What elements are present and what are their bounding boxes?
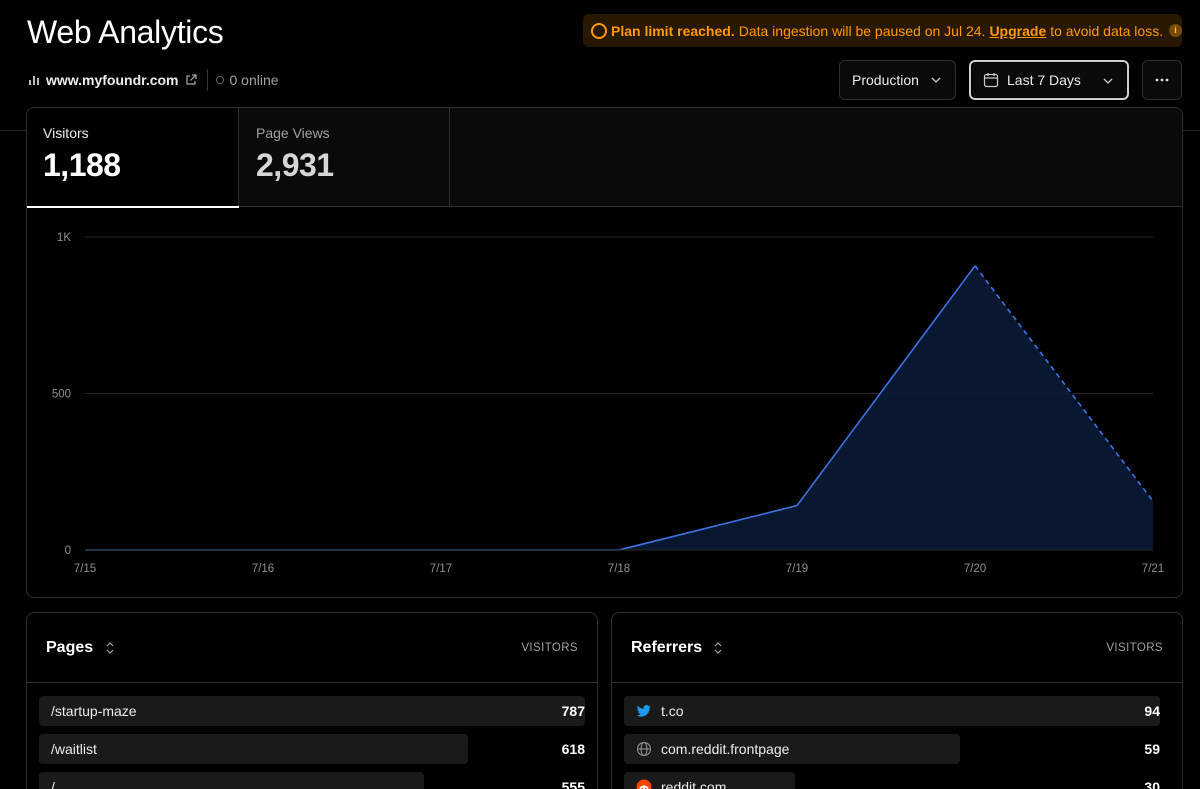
referrers-title: Referrers: [631, 639, 703, 656]
environment-value: Production: [852, 72, 919, 88]
divider: [206, 69, 208, 91]
banner-strong: Plan limit reached.: [611, 22, 735, 39]
series-line-projected: [974, 265, 1154, 502]
reddit-icon: [636, 779, 652, 789]
area-fill: [85, 265, 1153, 550]
value-bar: [624, 734, 961, 764]
plan-limit-banner: Plan limit reached. Data ingestion will …: [583, 14, 1182, 47]
page-title: Web Analytics: [27, 14, 224, 50]
list-item-value: 787: [561, 703, 585, 719]
x-tick-label: 7/15: [74, 563, 96, 575]
metric-tabs: Visitors 1,188 Page Views 2,931: [27, 108, 1182, 208]
list-item[interactable]: /waitlist 618: [39, 734, 585, 764]
visitors-chart: 0 500 1K 7/15 7/16 7/17 7/18 7/19 7/20 7/21: [52, 232, 1164, 575]
x-tick-label: 7/21: [1142, 563, 1164, 575]
value-bar: [39, 734, 468, 764]
list-item-label: reddit.com: [661, 779, 727, 789]
value-bar: [624, 696, 1160, 726]
list-item-label: /waitlist: [51, 741, 97, 757]
list-item-label: /startup-maze: [51, 703, 137, 719]
list-item-value: 94: [1144, 703, 1160, 719]
y-tick-label: 1K: [57, 232, 71, 244]
active-tab-indicator: [27, 206, 239, 208]
tab-label: Visitors: [43, 125, 89, 141]
list-item-label: com.reddit.frontpage: [661, 741, 790, 757]
list-item[interactable]: t.co 94: [624, 696, 1160, 726]
value-bar: [624, 772, 796, 789]
list-item-label-wrap: /waitlist: [51, 741, 97, 757]
list-item[interactable]: com.reddit.frontpage 59: [624, 734, 1160, 764]
list-item[interactable]: /startup-maze 787: [39, 696, 585, 726]
more-horizontal-icon: [1155, 78, 1169, 82]
tab-page-views[interactable]: Page Views 2,931: [240, 108, 450, 207]
x-tick-label: 7/17: [430, 563, 452, 575]
list-item-label-wrap: reddit.com: [636, 779, 726, 789]
info-icon[interactable]: i: [1169, 24, 1182, 37]
list-item-value: 618: [561, 741, 585, 757]
external-link-icon[interactable]: [185, 74, 197, 86]
pages-card: Pages VISITORS /startup-maze 787/waitlist…: [26, 612, 598, 789]
globe-icon: [637, 742, 651, 756]
y-tick-label: 0: [65, 545, 71, 557]
list-item-value: 59: [1144, 741, 1160, 757]
chevron-down-icon: [1103, 78, 1113, 84]
list-item-label-wrap: t.co: [636, 703, 684, 719]
tab-value: 2,931: [256, 147, 334, 183]
warning-icon: [591, 22, 607, 39]
banner-message: Data ingestion will be paused on Jul 24.: [738, 22, 986, 39]
list-item-value: 30: [1144, 779, 1160, 789]
x-tick-label: 7/18: [608, 563, 630, 575]
list-item-label-wrap: com.reddit.frontpage: [636, 741, 789, 757]
x-tick-label: 7/16: [252, 563, 274, 575]
sort-icon[interactable]: [713, 641, 723, 655]
pages-card-header: Pages VISITORS: [27, 613, 597, 683]
list-item[interactable]: reddit.com 30: [624, 772, 1160, 789]
list-item[interactable]: / 555: [39, 772, 585, 789]
visitors-column-header[interactable]: VISITORS: [1106, 642, 1163, 654]
x-tick-label: 7/20: [964, 563, 986, 575]
site-row: www.myfoundr.com 0 online: [28, 69, 279, 91]
online-status-dot: [215, 76, 224, 84]
date-range-select[interactable]: Last 7 Days: [969, 60, 1129, 100]
online-count: 0 online: [229, 72, 279, 88]
bar-chart-icon: [29, 76, 39, 85]
calendar-icon: [983, 73, 999, 88]
twitter-icon: [636, 705, 651, 717]
site-domain-link[interactable]: www.myfoundr.com: [46, 72, 179, 88]
pages-title: Pages: [46, 639, 94, 656]
environment-select[interactable]: Production: [839, 60, 956, 100]
value-bar: [39, 696, 585, 726]
upgrade-link[interactable]: Upgrade: [989, 22, 1047, 39]
sort-icon[interactable]: [105, 641, 115, 655]
tab-visitors[interactable]: Visitors 1,188: [27, 108, 239, 208]
chevron-down-icon: [931, 77, 941, 83]
header: Web Analytics www.myfoundr.com 0 online …: [0, 0, 1200, 131]
visitors-column-header[interactable]: VISITORS: [521, 642, 578, 654]
referrers-card-header: Referrers VISITORS: [612, 613, 1182, 683]
list-item-label-wrap: /startup-maze: [51, 703, 137, 719]
banner-suffix: to avoid data loss.: [1050, 22, 1164, 39]
tab-label: Page Views: [256, 125, 330, 141]
list-item-label: /: [51, 779, 55, 789]
tab-value: 1,188: [43, 147, 121, 183]
list-item-value: 555: [561, 779, 585, 789]
list-item-label: t.co: [661, 703, 684, 719]
value-bar: [39, 772, 425, 789]
referrers-card: Referrers VISITORS t.co 94 com.reddit.fron…: [611, 612, 1183, 789]
more-options-button[interactable]: [1142, 60, 1182, 100]
list-item-label-wrap: /: [51, 779, 55, 789]
y-tick-label: 500: [52, 389, 71, 401]
x-tick-label: 7/19: [786, 563, 808, 575]
date-range-value: Last 7 Days: [1007, 72, 1081, 88]
analytics-panel: Visitors 1,188 Page Views 2,931 0 500 1K 7/…: [26, 107, 1183, 598]
